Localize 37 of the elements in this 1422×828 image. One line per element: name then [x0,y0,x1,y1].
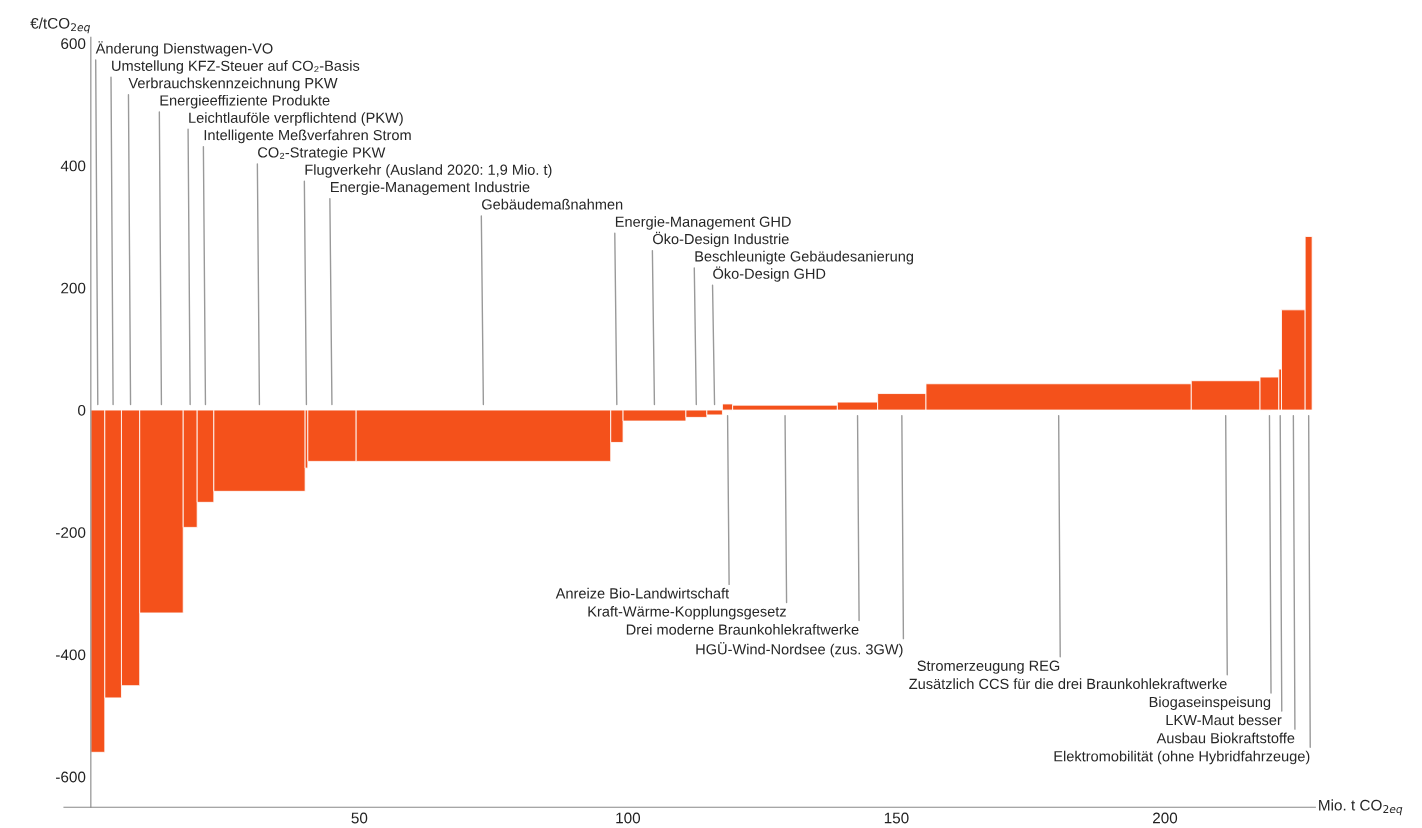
annotation: Biogaseinspeisung [1149,696,1271,711]
x-tick-label: 150 [884,812,909,824]
x-tick-label: 200 [1153,812,1178,824]
annotation: Drei moderne Braunkohlekraftwerke [626,624,859,635]
annotation: Umstellung KFZ-Steuer auf CO₂-Basis [112,60,360,74]
annotation: Gebäudemaßnahmen [482,198,623,210]
annotation: Änderung Dienstwagen-VO [95,41,273,57]
y-tick-label: 400 [60,160,86,172]
annotation: Energie-Management GHD [615,216,791,230]
annotation: Öko-Design GHD [713,266,826,282]
annotation: Öko-Design Industrie [653,231,789,248]
x-tick-label: 50 [351,812,368,824]
annotation: Flugverkehr (Ausland 2020: 1,9 Mio. t) [305,164,552,178]
annotation: Intelligente Meßverfahren Strom [204,129,411,144]
annotation: Elektromobilität (ohne Hybridfahrzeuge) [1054,750,1310,765]
annotation: LKW-Maut besser [1166,714,1282,726]
annotation: Leichtlauföle verpflichtend (PKW) [189,112,403,126]
y-tick-label: -400 [56,649,86,661]
y-axis-title: €/tCO$_{2eq}$ [30,17,91,34]
annotation: CO₂-Strategie PKW [258,146,386,161]
annotation: Beschleunigte Gebäudesanierung [695,250,914,265]
x-axis-title: Mio. t CO$_{2eq}$ [1319,799,1403,816]
annotation: Energie-Management Industrie [331,181,530,196]
annotation: Zusätzlich CCS für die drei Braunkohlekraftwerke [909,678,1227,690]
y-tick-label: -200 [56,527,86,538]
annotation: Kraft-Wärme-Kopplungsgesetz [588,605,786,620]
y-tick-label: 200 [61,282,86,294]
annotation: Stromerzeugung REG [917,660,1060,674]
y-tick-label: 0 [78,404,86,416]
y-tick-label: -600 [56,771,86,783]
annotation: HGÜ-Wind-Nordsee (zus. 3GW) [696,642,903,658]
y-tick-label: 600 [61,38,86,50]
annotation: Energieeffiziente Produkte [160,94,330,109]
annotation: Ausbau Biokraftstoffe [1156,732,1295,744]
annotation: Anreize Bio-Landwirtschaft [555,587,730,599]
x-tick-label: 100 [616,812,641,824]
annotation: Verbrauchskennzeichnung PKW [128,77,338,92]
